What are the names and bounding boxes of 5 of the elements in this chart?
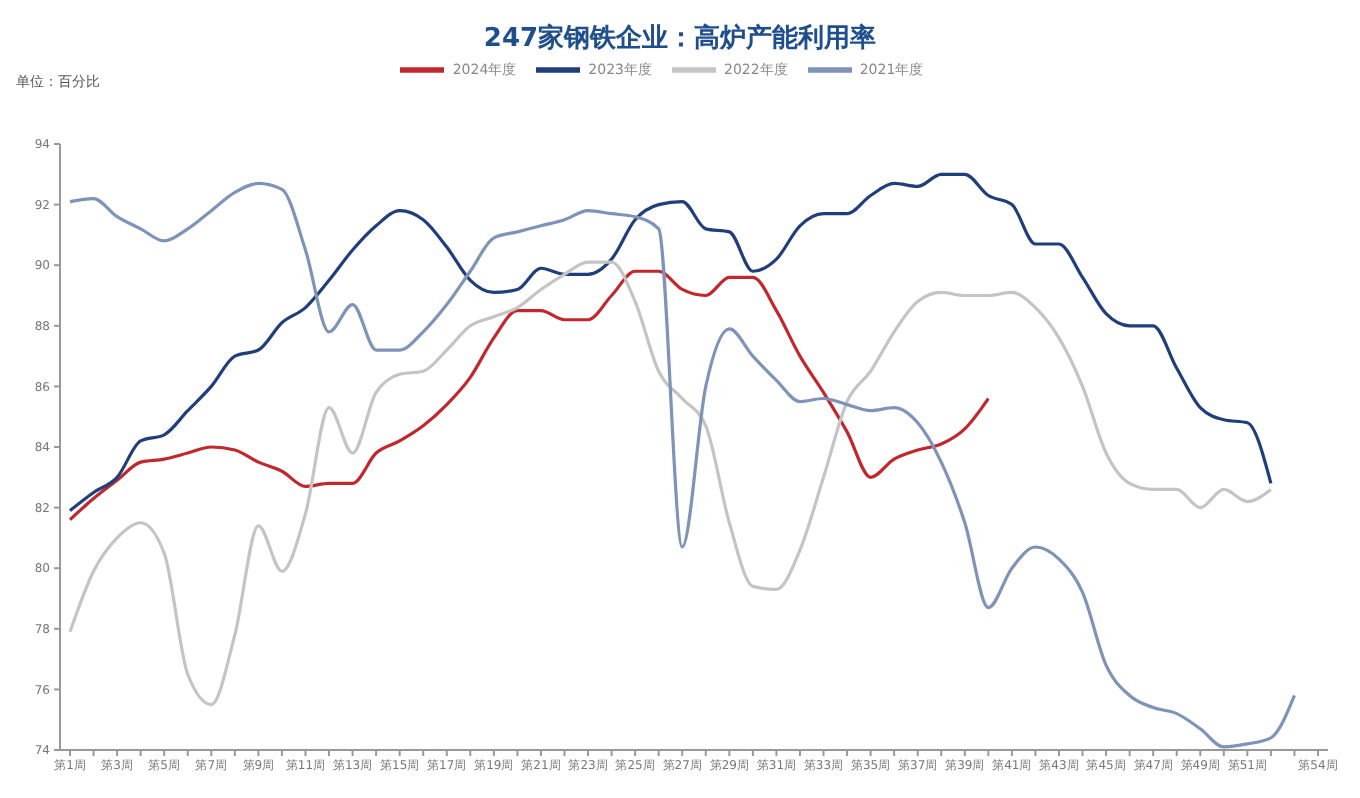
line-series (68, 260, 1273, 707)
line-series (68, 172, 1273, 513)
line-series (68, 269, 990, 522)
chart-title: 247家钢铁企业：高炉产能利用率 (481, 21, 879, 56)
line-series (68, 181, 1297, 749)
